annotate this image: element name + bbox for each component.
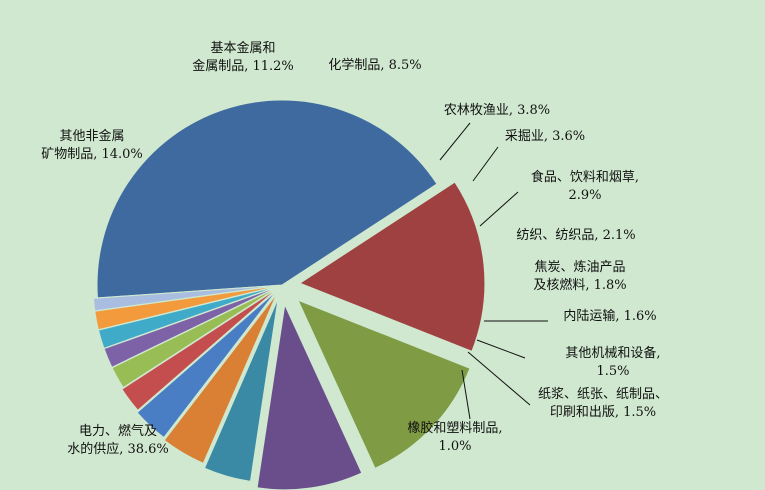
pie-slice-0 [96, 99, 438, 299]
slice-label-7: 纺织、纺织品, 2.1% [516, 228, 635, 243]
slice-label-4: 农林牧渔业, 3.8% [444, 103, 550, 118]
slice-label-12: 橡胶和塑料制品, 1.0% [407, 420, 502, 454]
pie-slice-5 [163, 293, 278, 464]
slice-label-8: 焦炭、炼油产品及核燃料, 1.8% [533, 260, 626, 293]
leader-line-5 [472, 146, 499, 182]
slice-label-3: 化学制品, 8.5% [328, 57, 421, 73]
slice-label-1: 其他非金属矿物制品, 14.0% [41, 128, 143, 162]
leader-line-10 [476, 339, 526, 359]
leader-line-4 [439, 122, 471, 161]
pie-slice-1 [298, 181, 486, 352]
slice-label-9: 内陆运输, 1.6% [563, 308, 656, 324]
pie-slice-7 [121, 288, 278, 412]
pie-slice-4 [203, 298, 279, 482]
slice-label-11: 纸浆、纸张、纸制品、印刷和出版, 1.5% [538, 387, 668, 420]
pie-slice-2 [296, 299, 471, 469]
pie-slice-6 [136, 290, 277, 439]
leader-line-12 [461, 369, 471, 420]
slice-label-0: 电力、燃气及水的供应, 38.6% [67, 423, 169, 457]
slice-label-6: 食品、饮料和烟草, 2.9% [531, 169, 639, 203]
slice-label-10: 其他机械和设备, 1.5% [565, 345, 660, 379]
leader-line-6 [479, 191, 519, 227]
pie-slice-12 [92, 284, 279, 312]
slice-label-2: 基本金属和金属制品, 11.2% [192, 40, 294, 74]
pie-slice-3 [256, 303, 363, 490]
leader-line-11 [467, 351, 531, 406]
slice-label-5: 采掘业, 3.6% [505, 129, 585, 144]
